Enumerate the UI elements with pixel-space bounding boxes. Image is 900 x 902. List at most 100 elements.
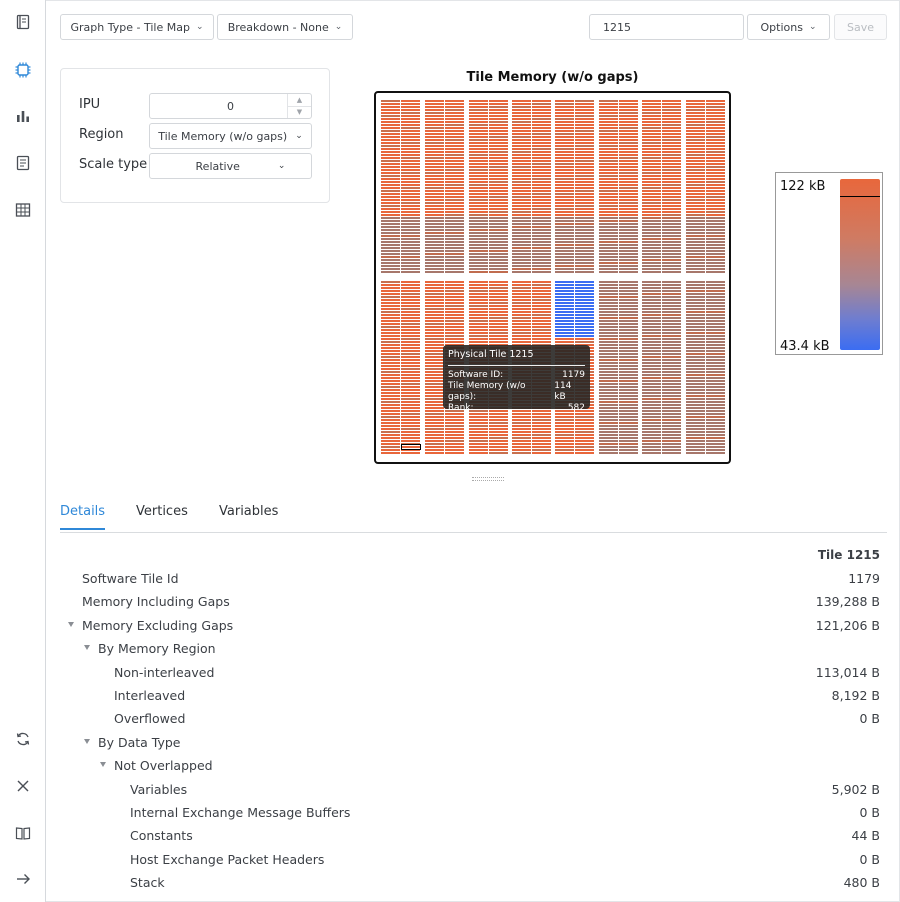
tile-cell[interactable] xyxy=(512,422,531,424)
tile-cell[interactable] xyxy=(401,163,420,165)
tile-cell[interactable] xyxy=(619,124,638,126)
tile-cell[interactable] xyxy=(381,311,400,313)
tile-cell[interactable] xyxy=(599,413,618,415)
tile-cell[interactable] xyxy=(599,395,618,397)
tile-cell[interactable] xyxy=(381,250,400,252)
tile-cell[interactable] xyxy=(489,169,508,171)
tile-cell[interactable] xyxy=(555,247,574,249)
tile-cell[interactable] xyxy=(381,175,400,177)
tile-cell[interactable] xyxy=(425,103,444,105)
tile-cell[interactable] xyxy=(706,256,725,258)
tile-cell[interactable] xyxy=(706,353,725,355)
tile-cell[interactable] xyxy=(512,190,531,192)
tile-cell[interactable] xyxy=(642,422,661,424)
tile-cell[interactable] xyxy=(619,362,638,364)
tile-cell[interactable] xyxy=(512,145,531,147)
tile-cell[interactable] xyxy=(425,160,444,162)
tile-cell[interactable] xyxy=(619,389,638,391)
tile-cell[interactable] xyxy=(575,265,594,267)
tile-cell[interactable] xyxy=(686,419,705,421)
tile-cell[interactable] xyxy=(662,380,681,382)
tile-cell[interactable] xyxy=(575,425,594,427)
tile-cell[interactable] xyxy=(381,440,400,442)
tile-cell[interactable] xyxy=(555,220,574,222)
tile-cell[interactable] xyxy=(575,184,594,186)
tile-cell[interactable] xyxy=(686,178,705,180)
tile-cell[interactable] xyxy=(489,178,508,180)
tile-cell[interactable] xyxy=(642,368,661,370)
tile-cell[interactable] xyxy=(642,410,661,412)
tile-cell[interactable] xyxy=(425,193,444,195)
tile-cell[interactable] xyxy=(532,416,551,418)
tile-cell[interactable] xyxy=(489,419,508,421)
tile-cell[interactable] xyxy=(512,229,531,231)
tile-cell[interactable] xyxy=(489,241,508,243)
tile-cell[interactable] xyxy=(619,317,638,319)
tile-cell[interactable] xyxy=(555,413,574,415)
tile-cell[interactable] xyxy=(512,410,531,412)
tile-cell[interactable] xyxy=(425,341,444,343)
tile-cell[interactable] xyxy=(686,112,705,114)
tile-cell[interactable] xyxy=(425,383,444,385)
tile-cell[interactable] xyxy=(642,193,661,195)
tile-cell[interactable] xyxy=(469,287,488,289)
tile-cell[interactable] xyxy=(532,296,551,298)
tile-cell[interactable] xyxy=(401,287,420,289)
tile-cell[interactable] xyxy=(686,259,705,261)
tile-cell[interactable] xyxy=(401,139,420,141)
tile-cell[interactable] xyxy=(512,205,531,207)
tile-cell[interactable] xyxy=(575,196,594,198)
tile-cell[interactable] xyxy=(512,115,531,117)
tile-cell[interactable] xyxy=(381,253,400,255)
tile-cell[interactable] xyxy=(619,407,638,409)
tile-cell[interactable] xyxy=(662,130,681,132)
tile-cell[interactable] xyxy=(662,133,681,135)
tile-cell[interactable] xyxy=(512,338,531,340)
tile-cell[interactable] xyxy=(706,452,725,454)
tile-cell[interactable] xyxy=(425,220,444,222)
tile-cell[interactable] xyxy=(706,214,725,216)
tile-cell[interactable] xyxy=(686,100,705,102)
tile-cell[interactable] xyxy=(381,217,400,219)
tile-cell[interactable] xyxy=(642,172,661,174)
tile-cell[interactable] xyxy=(575,100,594,102)
tile-cell[interactable] xyxy=(575,440,594,442)
tile-cell[interactable] xyxy=(381,308,400,310)
tile-cell[interactable] xyxy=(662,250,681,252)
tile-cell[interactable] xyxy=(401,302,420,304)
tile-cell[interactable] xyxy=(686,401,705,403)
tile-cell[interactable] xyxy=(532,428,551,430)
tile-cell[interactable] xyxy=(706,235,725,237)
tile-cell[interactable] xyxy=(642,163,661,165)
tile-cell[interactable] xyxy=(445,136,464,138)
tile-cell[interactable] xyxy=(445,166,464,168)
tile-cell[interactable] xyxy=(532,220,551,222)
tile-cell[interactable] xyxy=(425,256,444,258)
tile-cell[interactable] xyxy=(575,344,594,346)
tile-cell[interactable] xyxy=(619,250,638,252)
tile-cell[interactable] xyxy=(512,293,531,295)
stepper-up-icon[interactable]: ▲ xyxy=(296,95,303,104)
tile-cell[interactable] xyxy=(489,208,508,210)
tile-cell[interactable] xyxy=(706,148,725,150)
tile-cell[interactable] xyxy=(445,199,464,201)
tile-cell[interactable] xyxy=(381,284,400,286)
tile-cell[interactable] xyxy=(599,178,618,180)
tile-cell[interactable] xyxy=(512,253,531,255)
tile-cell[interactable] xyxy=(686,356,705,358)
tile-cell[interactable] xyxy=(469,265,488,267)
tile-cell[interactable] xyxy=(599,431,618,433)
tile-cell[interactable] xyxy=(532,205,551,207)
tile-cell[interactable] xyxy=(575,293,594,295)
tile-cell[interactable] xyxy=(686,296,705,298)
tile-cell[interactable] xyxy=(532,326,551,328)
tile-cell[interactable] xyxy=(512,112,531,114)
tile-cell[interactable] xyxy=(662,389,681,391)
tile-cell[interactable] xyxy=(619,136,638,138)
tile-cell[interactable] xyxy=(599,377,618,379)
tile-cell[interactable] xyxy=(401,395,420,397)
tile-cell[interactable] xyxy=(489,127,508,129)
tile-cell[interactable] xyxy=(706,308,725,310)
tile-cell[interactable] xyxy=(662,157,681,159)
tile-cell[interactable] xyxy=(532,262,551,264)
